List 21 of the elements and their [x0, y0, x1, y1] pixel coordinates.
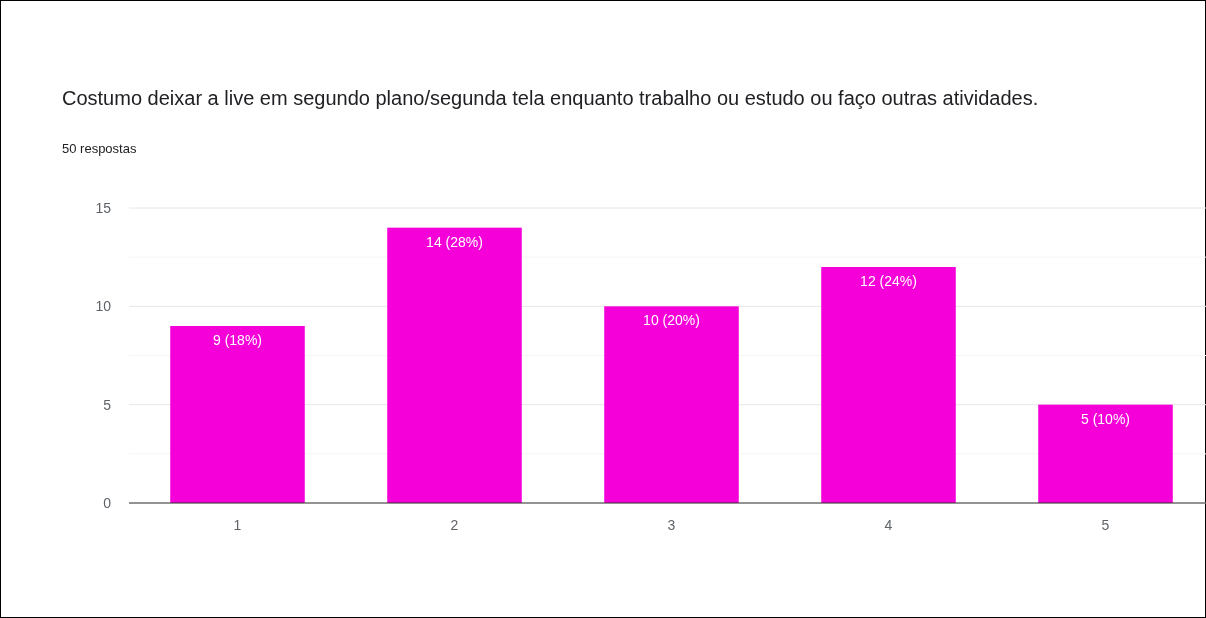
data-label: 14 (28%) [426, 233, 483, 250]
chart-subtitle: 50 respostas [62, 141, 137, 156]
y-tick-label: 10 [95, 298, 112, 315]
x-tick-label: 4 [884, 517, 893, 533]
x-tick-label: 3 [667, 517, 676, 533]
x-tick-label: 1 [233, 517, 242, 533]
data-label: 12 (24%) [860, 273, 917, 289]
bar [170, 326, 305, 503]
y-tick-label: 0 [103, 494, 112, 511]
x-tick-label: 2 [450, 517, 459, 533]
y-tick-label: 5 [103, 396, 112, 413]
y-tick-label: 15 [95, 199, 112, 216]
bar [604, 306, 739, 503]
data-label: 5 (10%) [1080, 410, 1131, 427]
chart-title: Costumo deixar a live em segundo plano/segunda tela enquanto trabalho ou estudo ou faço outras atividades. [62, 87, 1039, 109]
bar [1038, 404, 1173, 503]
bar [387, 227, 522, 503]
data-label: 10 (20%) [643, 312, 700, 329]
x-tick-label: 5 [1101, 517, 1110, 533]
data-label: 9 (18%) [212, 332, 263, 348]
bar [821, 267, 956, 503]
